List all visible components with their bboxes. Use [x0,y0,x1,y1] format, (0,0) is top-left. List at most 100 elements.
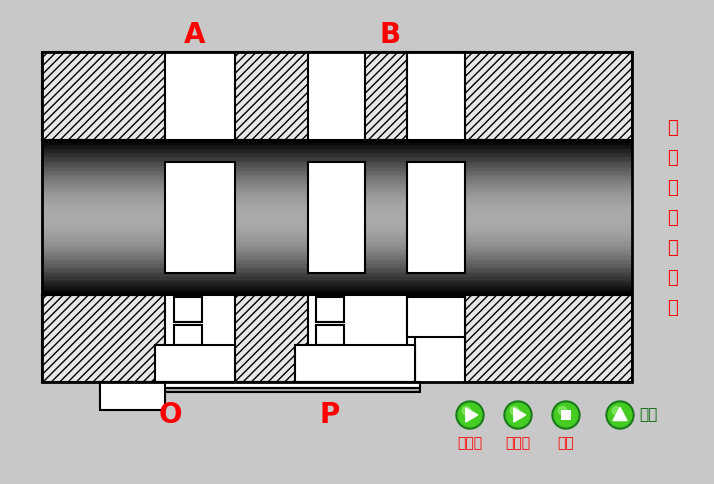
Bar [42,52,632,140]
Bar [42,182,632,184]
Text: 换: 换 [667,239,678,257]
Bar [42,243,632,246]
Bar [42,192,632,195]
Text: A: A [184,21,206,49]
Bar [407,52,465,140]
Bar [42,171,632,174]
Bar [42,212,632,215]
Circle shape [558,407,567,415]
Bar [174,325,202,345]
Bar [42,158,632,161]
Bar [42,261,632,264]
Bar [42,225,632,228]
Bar [42,220,632,223]
Bar [42,148,632,151]
Bar [42,143,632,146]
Text: 二: 二 [667,119,678,137]
Circle shape [511,407,518,415]
Text: 工位左: 工位左 [458,436,483,450]
Bar [42,186,632,190]
Bar [42,230,632,233]
Text: 停止: 停止 [558,436,574,450]
Circle shape [552,401,580,429]
Bar [316,325,344,345]
Bar [295,345,415,382]
Bar [308,52,365,140]
Bar [42,269,632,272]
Bar [308,162,365,273]
Text: 返回: 返回 [639,408,658,423]
Bar [42,155,632,159]
Bar [42,256,632,259]
Bar [42,236,632,239]
Bar [42,176,632,179]
Bar [42,202,632,205]
Bar [42,199,632,202]
Bar [42,140,632,143]
Bar [42,215,632,218]
Bar [42,163,632,166]
Bar [42,217,632,221]
Bar [42,151,632,153]
Bar [42,153,632,156]
Bar [42,272,632,275]
Circle shape [458,403,482,427]
Bar [42,233,632,236]
Bar [42,184,632,187]
Bar [42,238,632,241]
Bar [165,295,235,382]
Text: 通: 通 [667,209,678,227]
Circle shape [462,407,471,415]
Bar [42,259,632,262]
Bar [42,241,632,244]
Text: 工位右: 工位右 [506,436,531,450]
Text: O: O [159,401,182,429]
Bar [42,168,632,171]
Bar [42,246,632,249]
Bar [407,162,465,273]
Text: 四: 四 [667,179,678,197]
Bar [42,189,632,192]
Bar [42,174,632,177]
Bar [165,162,235,273]
Bar [42,274,632,277]
Bar [42,287,632,290]
Bar [42,52,632,382]
Bar [42,295,632,382]
Bar [407,295,465,382]
Bar [42,228,632,231]
Polygon shape [514,408,526,422]
Bar [155,345,235,382]
Bar [42,161,632,164]
Text: P: P [320,401,340,429]
Bar [174,297,202,322]
Bar [42,207,632,210]
Bar [42,205,632,208]
Bar [42,52,632,382]
Bar [42,248,632,252]
Bar [316,297,344,322]
Circle shape [456,401,484,429]
Circle shape [608,403,632,427]
Polygon shape [466,408,478,422]
Circle shape [606,401,634,429]
Bar [42,194,632,197]
Circle shape [554,403,578,427]
Bar [100,382,420,388]
Text: 位: 位 [667,149,678,167]
Bar [42,267,632,270]
Bar [42,197,632,200]
Bar [42,251,632,254]
Bar [42,290,632,293]
Bar [560,409,571,420]
Polygon shape [613,408,627,421]
Bar [407,297,465,337]
Bar [165,52,235,140]
Bar [42,145,632,148]
Bar [308,295,415,382]
Circle shape [504,401,532,429]
Bar [42,285,632,288]
Bar [42,179,632,182]
Bar [42,282,632,285]
Bar [100,388,420,392]
